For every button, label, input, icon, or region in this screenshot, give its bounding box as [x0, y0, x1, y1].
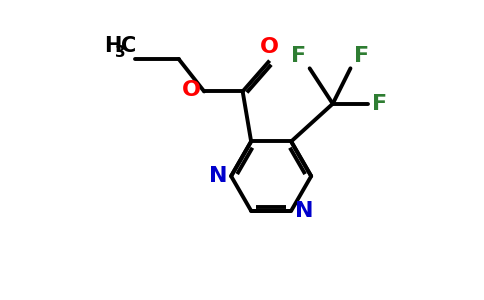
- Text: N: N: [209, 166, 227, 186]
- Text: F: F: [291, 46, 306, 66]
- Text: F: F: [372, 94, 387, 114]
- Text: O: O: [260, 37, 279, 57]
- Text: C: C: [121, 36, 136, 56]
- Text: N: N: [295, 201, 314, 221]
- Text: F: F: [353, 46, 369, 66]
- Text: O: O: [182, 80, 201, 100]
- Text: 3: 3: [115, 45, 125, 60]
- Text: H: H: [104, 36, 121, 56]
